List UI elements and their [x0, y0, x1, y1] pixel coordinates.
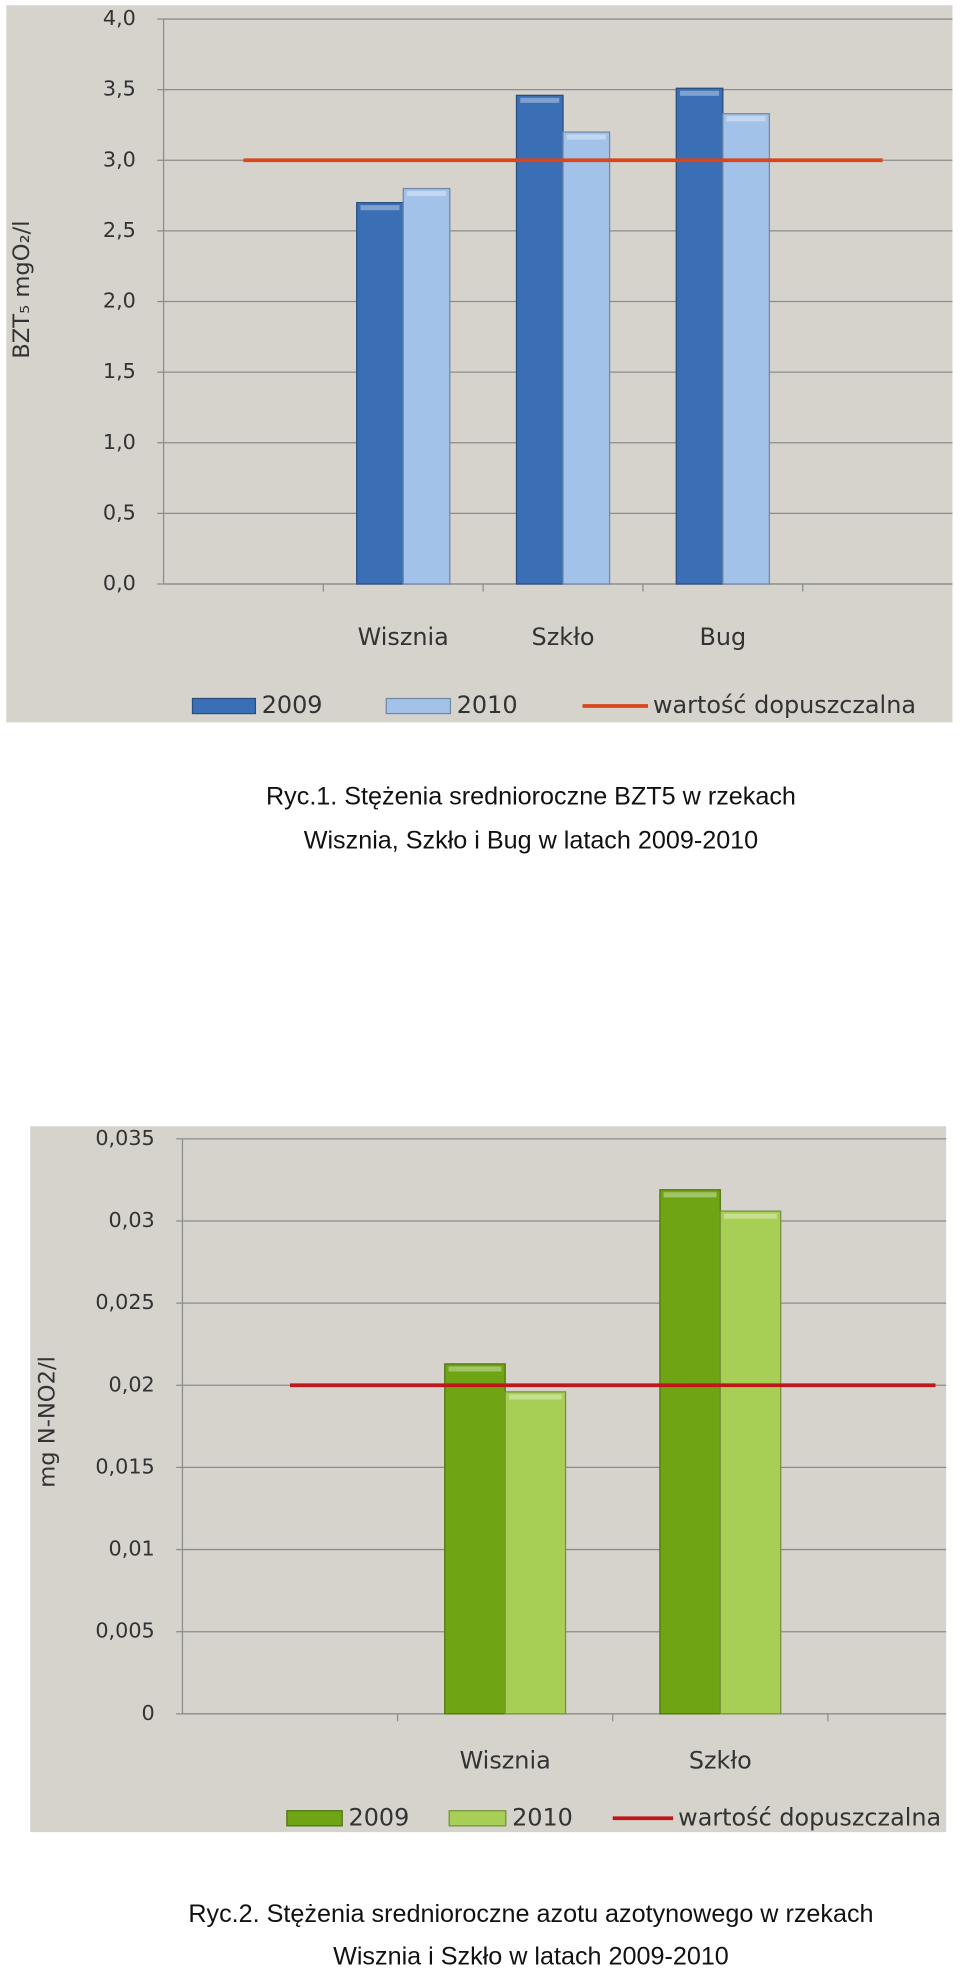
y-tick-label: 0,5 — [103, 500, 136, 524]
bar-highlight — [680, 90, 720, 96]
legend-label: wartość dopuszczalna — [678, 1803, 941, 1831]
bar-highlight — [726, 116, 766, 122]
bar — [719, 1210, 782, 1715]
y-tick-label: 0,03 — [109, 1208, 155, 1232]
y-tick-label: 1,5 — [103, 359, 136, 383]
y-axis-label: BZT₅ mgO₂/l — [9, 220, 35, 358]
bar — [444, 1363, 506, 1715]
legend-label: 2010 — [457, 691, 518, 719]
legend-swatch — [191, 697, 257, 715]
x-tick-label: Wisznia — [460, 1747, 551, 1775]
y-tick-label: 0,01 — [109, 1537, 155, 1561]
bar-highlight — [508, 1394, 562, 1400]
y-tick-label: 3,0 — [103, 147, 136, 171]
y-tick-label: 1,0 — [103, 430, 136, 454]
legend-label: 2010 — [512, 1803, 573, 1831]
bar — [659, 1189, 721, 1715]
caption: Ryc.1. Stężenia srednioroczne BZT5 w rze… — [266, 783, 796, 811]
y-tick-label: 0,035 — [95, 1126, 154, 1150]
legend-label: 2009 — [262, 691, 323, 719]
bar-highlight — [724, 1213, 777, 1219]
y-tick-label: 0,02 — [109, 1372, 155, 1396]
bar-highlight — [360, 205, 400, 211]
x-tick-label: Bug — [699, 623, 746, 651]
x-tick-label: Szkło — [689, 1747, 752, 1775]
bar — [515, 94, 564, 585]
bar — [675, 87, 724, 585]
bar — [722, 113, 771, 585]
bar-highlight — [566, 134, 606, 140]
caption: Ryc.2. Stężenia srednioroczne azotu azot… — [188, 1900, 873, 1928]
bar — [402, 187, 451, 585]
y-tick-label: 2,5 — [103, 218, 136, 242]
caption: Wisznia i Szkło w latach 2009-2010 — [333, 1943, 729, 1971]
y-tick-label: 3,5 — [103, 77, 136, 101]
legend-label: wartość dopuszczalna — [653, 691, 916, 719]
bar — [356, 202, 404, 585]
bar-highlight — [520, 97, 560, 103]
legend-label: 2009 — [349, 1803, 410, 1831]
x-tick-label: Szkło — [532, 623, 595, 651]
y-tick-label: 0,015 — [95, 1454, 154, 1478]
legend-swatch — [448, 1810, 507, 1827]
bar — [504, 1391, 567, 1715]
y-tick-label: 0,005 — [95, 1619, 154, 1643]
bar-highlight — [448, 1366, 502, 1372]
bar-highlight — [663, 1192, 717, 1198]
y-axis-label: mg N-NO2/l — [34, 1356, 60, 1488]
y-tick-label: 0 — [142, 1701, 155, 1725]
y-tick-label: 0,0 — [103, 571, 136, 595]
legend-swatch — [286, 1810, 343, 1827]
legend-swatch — [385, 697, 452, 715]
bar-highlight — [407, 191, 447, 197]
y-tick-label: 0,025 — [95, 1290, 154, 1314]
x-tick-label: Wisznia — [358, 623, 449, 651]
caption: Wisznia, Szkło i Bug w latach 2009-2010 — [304, 827, 758, 855]
y-tick-label: 2,0 — [103, 289, 136, 313]
chart-panel — [6, 5, 953, 723]
y-tick-label: 4,0 — [103, 6, 136, 30]
bar — [562, 131, 611, 585]
